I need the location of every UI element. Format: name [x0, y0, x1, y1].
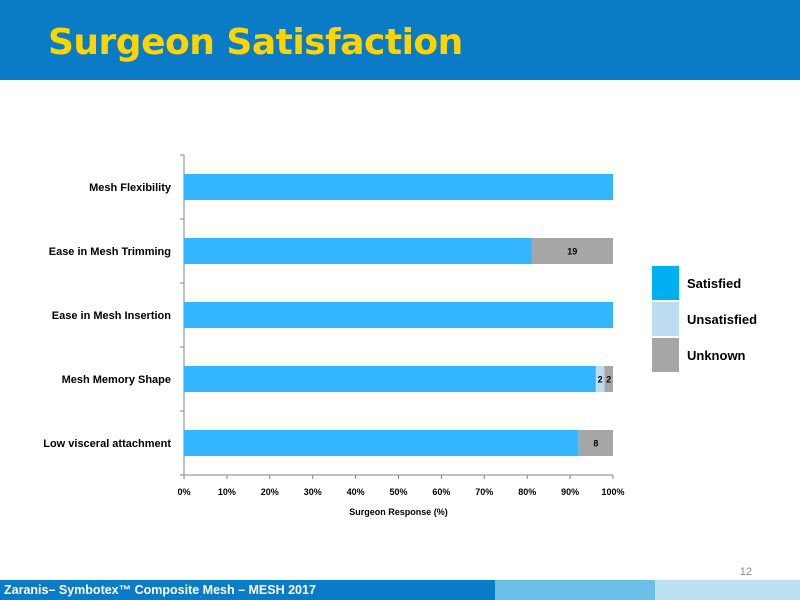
footer-segment-light: [655, 580, 800, 600]
bar-segment-satisfied: [184, 302, 613, 328]
page-number: 12: [739, 566, 752, 578]
legend-swatch-unsatisfied: [652, 302, 679, 336]
bar-segment-satisfied: [184, 366, 596, 392]
bar-segment-unknown: [578, 430, 613, 456]
x-tick-label: 90%: [561, 487, 579, 497]
category-label: Mesh Memory Shape: [62, 374, 171, 386]
legend-label: Satisfied: [687, 276, 742, 291]
header-bar: [0, 0, 800, 80]
legend-label: Unknown: [687, 348, 746, 363]
bar-segment-unsatisfied: [595, 366, 605, 392]
category-label: Mesh Flexibility: [89, 182, 172, 194]
data-label: 8: [593, 439, 598, 449]
legend-swatch-unknown: [652, 338, 679, 372]
bar-segment-unknown: [531, 238, 613, 264]
x-tick-label: 0%: [177, 487, 190, 497]
footer-segment-mid: [495, 580, 655, 600]
category-label: Low visceral attachment: [43, 438, 171, 450]
x-tick-label: 70%: [475, 487, 493, 497]
bar-segment-satisfied: [184, 174, 613, 200]
x-tick-label: 20%: [261, 487, 279, 497]
footer-text: Zaranis– Symbotex™ Composite Mesh – MESH…: [4, 583, 316, 597]
legend-swatch-satisfied: [652, 266, 679, 300]
bar-segment-satisfied: [184, 238, 532, 264]
data-label: 2: [598, 375, 603, 385]
x-tick-label: 30%: [304, 487, 322, 497]
legend-label: Unsatisfied: [687, 312, 758, 327]
x-tick-label: 100%: [601, 487, 624, 497]
bar-chart: Mesh Flexibility Ease in Mesh Trimming Eas…: [43, 154, 625, 517]
bar-segment-unknown: [604, 366, 613, 392]
category-label: Ease in Mesh Insertion: [52, 310, 171, 322]
data-label: 2: [606, 375, 611, 385]
category-label: Ease in Mesh Trimming: [49, 246, 171, 258]
x-tick-label: 60%: [432, 487, 450, 497]
x-tick-label: 10%: [218, 487, 236, 497]
footer-segment-dark: [0, 580, 495, 600]
x-tick-label: 40%: [347, 487, 365, 497]
footer-bar: Zaranis– Symbotex™ Composite Mesh – MESH…: [0, 580, 800, 600]
x-tick-label: 80%: [518, 487, 536, 497]
x-axis-label: Surgeon Response (%): [349, 507, 448, 517]
data-label: 19: [567, 247, 577, 257]
bar-segment-satisfied: [184, 430, 579, 456]
slide-title: Surgeon Satisfaction: [48, 22, 463, 63]
x-tick-label: 50%: [389, 487, 407, 497]
